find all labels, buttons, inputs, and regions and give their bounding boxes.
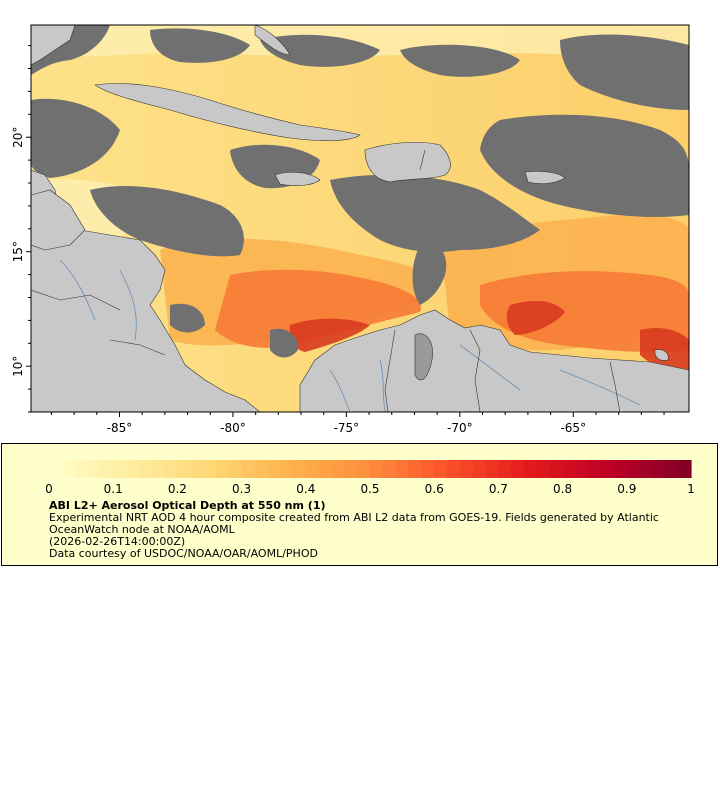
colorbar-cell	[254, 460, 268, 478]
colorbar-cell	[665, 460, 679, 478]
puerto-rico-land	[524, 170, 566, 184]
colorbar-cell	[164, 460, 178, 478]
colorbar-cell	[536, 460, 551, 478]
jamaica-land	[274, 171, 321, 186]
bahamas-land	[254, 25, 291, 56]
colorbar-cell	[100, 460, 114, 478]
colorbar-cell	[459, 460, 474, 478]
legend-panel: 0 0.1 0.2 0.3 0.4 0.5 0.6 0.7 0.8 0.9 1 ABI L2+ Ae…	[1, 443, 718, 566]
colorbar-cell	[395, 460, 410, 478]
colorbar-cell	[305, 460, 320, 478]
colorbar-cell	[241, 460, 256, 478]
y-tick-label: 10°	[11, 356, 25, 377]
y-tick-label: 15°	[11, 241, 25, 262]
legend-credit: Data courtesy of USDOC/NOAA/OAR/AOML/PHO…	[49, 547, 318, 560]
colorbar-cell	[203, 460, 217, 478]
colorbar-cell	[652, 460, 666, 478]
colorbar-cell	[87, 460, 101, 478]
colorbar-cell	[575, 460, 589, 478]
colorbar-cell	[215, 460, 230, 478]
colorbar-tick-label: 0.9	[617, 482, 636, 496]
x-tick-label: -65°	[560, 421, 586, 435]
colorbar-cell	[126, 460, 140, 478]
legend-timestamp: (2026-02-26T14:00:00Z)	[49, 535, 186, 548]
colorbar-cell	[190, 460, 204, 478]
x-tick-label: -75°	[334, 421, 360, 435]
colorbar-cell	[267, 460, 281, 478]
colorbar-cell	[49, 460, 63, 478]
colorbar-cell	[562, 460, 577, 478]
x-tick-label: -85°	[107, 421, 133, 435]
colorbar-cell	[549, 460, 564, 478]
colorbar: 0 0.1 0.2 0.3 0.4 0.5 0.6 0.7 0.8 0.9 1	[45, 460, 695, 496]
aod-peak-band	[289, 300, 689, 372]
legend-description: Experimental NRT AOD 4 hour composite cr…	[49, 511, 659, 536]
colorbar-cell	[511, 460, 525, 478]
y-tick-label: 20°	[11, 127, 25, 148]
south-america-land	[299, 309, 689, 412]
y-axis-ticks: 20° 15° 10°	[11, 45, 31, 413]
colorbar-cell	[74, 460, 89, 478]
colorbar-tick-label: 0.1	[104, 482, 123, 496]
colorbar-cell	[601, 460, 615, 478]
colorbar-cell	[113, 460, 127, 478]
colorbar-cell	[382, 460, 397, 478]
colorbar-cell	[588, 460, 602, 478]
colorbar-cell	[421, 460, 435, 478]
map-panel[interactable]: -85° -80° -75° -70° -65° 20° 15° 10°	[0, 0, 720, 440]
country-borders	[31, 149, 621, 412]
colorbar-cell	[678, 460, 692, 478]
colorbar-cell	[344, 460, 358, 478]
map-layers	[31, 25, 689, 412]
florida-tip-land	[31, 25, 76, 66]
colorbar-cell	[61, 460, 76, 478]
colorbar-cell	[434, 460, 448, 478]
colorbar-ticks: 0 0.1 0.2 0.3 0.4 0.5 0.6 0.7 0.8 0.9 1	[45, 482, 695, 496]
colorbar-tick-label: 0.7	[489, 482, 508, 496]
cuba-land	[94, 83, 361, 141]
colorbar-cell	[639, 460, 654, 478]
colorbar-cell	[498, 460, 512, 478]
colorbar-cell	[331, 460, 345, 478]
rivers	[59, 259, 641, 412]
colorbar-tick-label: 1	[687, 482, 695, 496]
x-tick-label: -80°	[220, 421, 246, 435]
colorbar-cell	[280, 460, 294, 478]
colorbar-cell	[613, 460, 628, 478]
colorbar-cell	[370, 460, 384, 478]
colorbar-cell	[485, 460, 499, 478]
colorbar-tick-label: 0.6	[425, 482, 444, 496]
colorbar-tick-label: 0.3	[232, 482, 251, 496]
colorbar-cell	[626, 460, 641, 478]
map-frame	[30, 24, 690, 413]
colorbar-cell	[357, 460, 371, 478]
colorbar-cell	[151, 460, 166, 478]
x-tick-label: -70°	[447, 421, 473, 435]
colorbar-cell	[292, 460, 307, 478]
colorbar-tick-label: 0.4	[296, 482, 315, 496]
gulf-venezuela-land	[414, 333, 433, 381]
colorbar-cell	[408, 460, 422, 478]
yucatan-land	[31, 189, 86, 251]
colorbar-cell	[228, 460, 243, 478]
colorbar-cell	[524, 460, 538, 478]
colorbar-tick-label: 0	[45, 482, 53, 496]
legend-title: ABI L2+ Aerosol Optical Depth at 550 nm …	[49, 499, 326, 512]
aod-map[interactable]: -85° -80° -75° -70° -65° 20° 15° 10°	[0, 0, 720, 440]
x-axis-ticks: -85° -80° -75° -70° -65°	[50, 412, 665, 435]
colorbar-cell	[447, 460, 461, 478]
colorbar-tick-label: 0.8	[553, 482, 572, 496]
colorbar-cell	[472, 460, 487, 478]
colorbar-cell	[318, 460, 333, 478]
trinidad-land	[654, 349, 669, 361]
colorbar-tick-label: 0.5	[360, 482, 379, 496]
colorbar-cell	[177, 460, 191, 478]
colorbar-cells	[49, 460, 692, 478]
legend-text: ABI L2+ Aerosol Optical Depth at 550 nm …	[49, 500, 699, 560]
land-mass	[31, 25, 689, 412]
hispaniola-land	[364, 141, 451, 183]
colorbar-cell	[138, 460, 153, 478]
colorbar-tick-label: 0.2	[168, 482, 187, 496]
